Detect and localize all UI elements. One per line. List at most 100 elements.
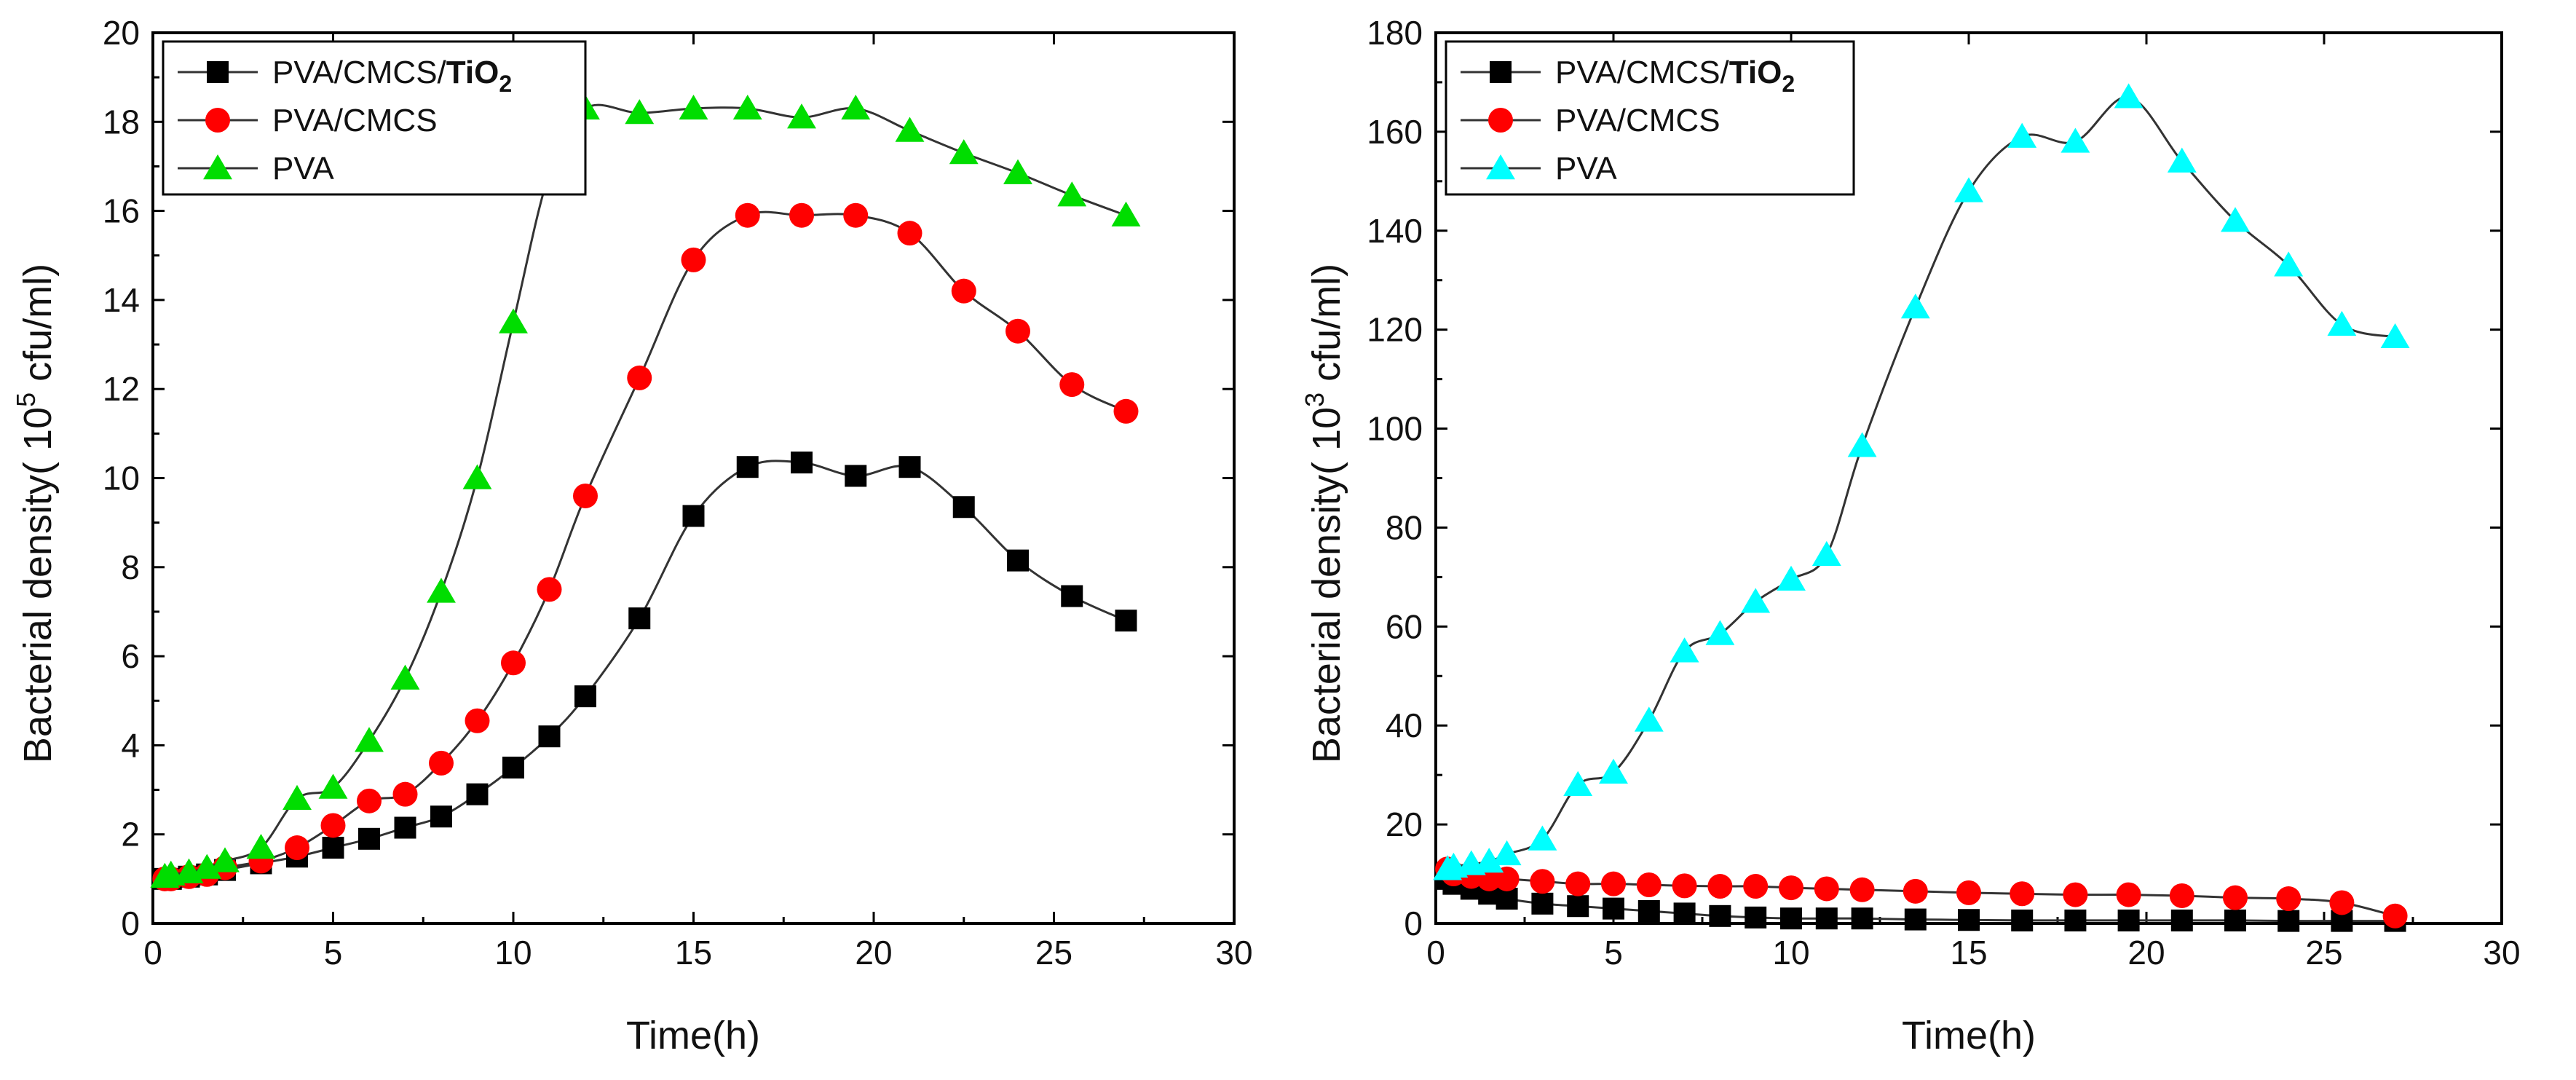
legend-label-bold: TiO	[446, 55, 499, 90]
data-point	[2329, 890, 2355, 915]
data-point	[1494, 866, 1520, 891]
y-axis-title-exponent: 3	[1300, 393, 1330, 407]
legend: PVA/CMCS/TiO2 PVA/CMCS PVA	[162, 40, 587, 196]
data-point	[1780, 907, 1802, 930]
data-point	[1851, 907, 1873, 930]
data-point	[1745, 906, 1767, 929]
legend-item: PVA/CMCS/TiO2	[1461, 55, 1795, 97]
data-point	[1900, 293, 1930, 319]
y-tick-label: 14	[103, 281, 140, 319]
data-point	[573, 483, 598, 508]
data-point	[1779, 875, 1803, 901]
data-point	[845, 465, 867, 487]
data-point	[1636, 872, 1662, 898]
data-point	[246, 834, 276, 859]
data-point	[1059, 372, 1085, 398]
data-point	[1743, 874, 1769, 899]
y-tick-label: 0	[1404, 904, 1423, 942]
x-tick-label: 15	[1950, 934, 1987, 971]
data-point	[1528, 825, 1557, 851]
data-point	[1567, 895, 1589, 918]
data-point	[736, 456, 759, 478]
y-tick-label: 20	[103, 14, 140, 52]
data-point	[2277, 910, 2300, 932]
legend-label: PVA/CMCS/TiO2	[1555, 55, 1795, 97]
data-point	[1954, 177, 1983, 202]
x-tick-label: 20	[855, 934, 892, 971]
legend-marker	[1490, 61, 1512, 83]
data-point	[2276, 886, 2302, 912]
data-point	[501, 650, 526, 676]
legend-item: PVA/CMCS	[178, 103, 438, 138]
data-point	[2007, 122, 2037, 148]
data-point	[537, 577, 562, 602]
x-tick-label: 10	[1772, 934, 1809, 971]
data-point	[1474, 848, 1504, 873]
series-circle	[1435, 856, 2408, 929]
data-point	[681, 247, 706, 272]
data-point	[357, 788, 382, 813]
data-point	[1003, 159, 1032, 184]
data-point	[1709, 904, 1731, 927]
data-point	[898, 456, 921, 478]
data-point	[322, 837, 344, 859]
data-point	[1637, 900, 1660, 923]
y-axis-ticks: 0 2 4 6 8 10 12 14 16 18 20	[103, 14, 1234, 942]
legend-label-main: PVA	[1555, 151, 1617, 186]
chart-left: Bacterial density( 105 cfu/ml) Time(h) 0…	[11, 14, 1253, 1057]
y-axis-title: Bacterial density( 103 cfu/ml)	[1300, 264, 1348, 763]
data-point	[1005, 318, 1030, 344]
data-point	[2117, 909, 2140, 931]
chart-right: Bacterial density( 103 cfu/ml) Time(h) 0…	[1300, 14, 2521, 1057]
legend-item: PVA/CMCS/TiO2	[178, 55, 512, 97]
series-line	[165, 210, 1127, 880]
data-point	[2221, 207, 2250, 232]
data-point	[430, 805, 452, 828]
y-tick-label: 2	[121, 816, 140, 854]
data-point	[429, 750, 454, 776]
series-triangle	[150, 94, 1141, 888]
legend-marker	[207, 61, 229, 83]
legend-label: PVA	[1555, 151, 1617, 186]
data-point	[1741, 588, 1771, 613]
data-point	[210, 847, 240, 872]
y-axis-title-text: Bacterial density( 103 cfu/ml)	[1300, 264, 1348, 763]
data-point	[1599, 758, 1628, 784]
data-point	[897, 221, 922, 246]
y-axis-ticks: 0 20 40 60 80 100 120 140 160 180	[1367, 14, 2502, 942]
x-tick-label: 15	[675, 934, 712, 971]
legend-label: PVA/CMCS	[1555, 103, 1720, 138]
y-tick-label: 20	[1386, 805, 1423, 843]
data-point	[462, 464, 492, 489]
series-circle	[152, 202, 1139, 891]
data-point	[1531, 892, 1554, 915]
data-point	[2116, 882, 2141, 907]
data-point	[951, 278, 976, 304]
y-tick-label: 8	[121, 548, 140, 586]
data-point	[1007, 549, 1029, 572]
data-point	[392, 781, 418, 807]
data-point	[358, 827, 380, 850]
data-point	[2169, 883, 2194, 908]
x-tick-label: 0	[143, 934, 162, 971]
y-tick-label: 6	[121, 637, 140, 675]
x-tick-label: 5	[324, 934, 343, 971]
series-square	[154, 452, 1137, 890]
legend-item: PVA	[178, 151, 334, 186]
y-axis-title-prefix: Bacterial density( 10	[1305, 407, 1348, 763]
data-point	[2167, 147, 2197, 173]
y-tick-label: 120	[1367, 311, 1423, 349]
data-point	[895, 117, 925, 142]
x-tick-label: 25	[1035, 934, 1072, 971]
series-line	[165, 460, 1127, 880]
data-point	[355, 727, 384, 752]
data-point	[787, 103, 816, 129]
y-tick-label: 12	[103, 370, 140, 408]
data-point	[502, 756, 524, 779]
y-axis-title-text: Bacterial density( 105 cfu/ml)	[11, 264, 60, 763]
y-tick-label: 160	[1367, 113, 1423, 151]
data-point	[574, 685, 596, 708]
x-tick-label: 5	[1604, 934, 1623, 971]
data-point	[465, 708, 490, 733]
